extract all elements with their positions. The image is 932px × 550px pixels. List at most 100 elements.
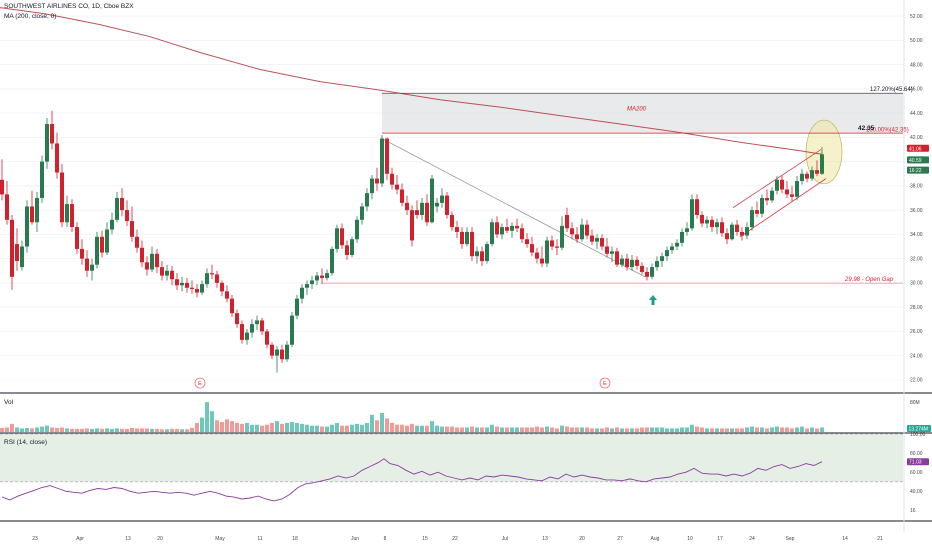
volume-legend[interactable]: Vol bbox=[4, 399, 13, 406]
volume-tick-label: 80M bbox=[910, 400, 920, 406]
volume-bar bbox=[150, 428, 154, 432]
candle-body bbox=[580, 224, 584, 240]
earnings-marker-2[interactable]: E bbox=[599, 377, 611, 389]
candle-body bbox=[95, 236, 99, 265]
volume-bar bbox=[615, 427, 619, 432]
candle-body bbox=[270, 344, 274, 356]
candle-body bbox=[335, 228, 339, 249]
volume-bar bbox=[740, 428, 744, 432]
ma-legend[interactable]: MA (200, close, 0) bbox=[4, 13, 56, 20]
volume-bar bbox=[55, 427, 59, 432]
candle-body bbox=[310, 280, 314, 285]
volume-bar bbox=[65, 428, 69, 432]
volume-bar bbox=[160, 429, 164, 432]
fib-value-label: 42.35 bbox=[858, 125, 875, 132]
candle-body bbox=[215, 274, 219, 283]
ma200-path bbox=[0, 7, 823, 155]
candle-body bbox=[465, 231, 469, 245]
volume-bar bbox=[680, 427, 684, 432]
price-tick-label: 42.00 bbox=[910, 135, 923, 141]
candle-body bbox=[210, 273, 214, 275]
volume-bar bbox=[375, 420, 379, 432]
volume-bar bbox=[675, 428, 679, 432]
volume-bar bbox=[560, 425, 564, 432]
symbol-legend[interactable]: SOUTHWEST AIRLINES CO, 1D, Cboe BZX bbox=[4, 3, 134, 10]
price-tick-label: 48.00 bbox=[910, 62, 923, 68]
rsi-legend[interactable]: RSI (14, close) bbox=[4, 439, 47, 446]
candle-body bbox=[70, 204, 74, 228]
candle-body bbox=[665, 250, 669, 257]
time-axis[interactable]: 23 Apr 13 20 May 11 18 Jun 8 15 22 Jul 13 20 27 Aug 10 17… bbox=[32, 536, 883, 542]
candle-body bbox=[20, 246, 24, 268]
price-axis[interactable]: 52.00 50.00 48.00 46.00 44.00 42.00 40.00 38.00… bbox=[910, 14, 926, 514]
candle-body bbox=[160, 267, 164, 276]
volume-bar bbox=[495, 426, 499, 432]
volume-bar bbox=[795, 427, 799, 432]
volume-bar bbox=[670, 428, 674, 432]
candle-body bbox=[265, 331, 269, 345]
volume-bar bbox=[20, 428, 24, 432]
candle-body bbox=[820, 154, 824, 174]
candle-body bbox=[565, 214, 569, 229]
candle-body bbox=[500, 227, 504, 235]
candle-body bbox=[515, 225, 519, 229]
volume-bar bbox=[610, 428, 614, 432]
price-tick-label: 50.00 bbox=[910, 38, 923, 44]
volume-bar bbox=[120, 428, 124, 432]
candle-body bbox=[115, 198, 119, 220]
volume-bar bbox=[735, 428, 739, 432]
volume-bar bbox=[270, 422, 274, 432]
candle-body bbox=[755, 210, 759, 214]
candle-body bbox=[800, 173, 804, 182]
open-gap-label: 29.98 - Open Gap bbox=[844, 277, 894, 283]
candle-body bbox=[705, 219, 709, 224]
close-price-tag bbox=[907, 156, 929, 164]
candle-body bbox=[710, 219, 714, 228]
candle-body bbox=[715, 222, 719, 228]
time-tick-label: Sep bbox=[786, 536, 795, 542]
rsi-tick-label: 60.00 bbox=[910, 470, 923, 476]
candle-body bbox=[795, 181, 799, 197]
candle-body bbox=[5, 194, 9, 220]
volume-bar bbox=[435, 425, 439, 432]
ma200-line bbox=[0, 7, 823, 155]
rsi-tick-label: 100.00 bbox=[910, 432, 926, 438]
volume-bar bbox=[365, 422, 369, 432]
volume-bar bbox=[90, 428, 94, 432]
candle-body bbox=[295, 298, 299, 316]
candle-body bbox=[360, 206, 364, 220]
earnings-marker-1[interactable]: E bbox=[194, 377, 206, 389]
volume-bar bbox=[425, 425, 429, 432]
candle-body bbox=[810, 170, 814, 179]
candle-body bbox=[420, 202, 424, 215]
volume-bar bbox=[585, 427, 589, 432]
time-tick-label: Jul bbox=[502, 536, 508, 542]
volume-bar bbox=[40, 426, 44, 432]
volume-bar bbox=[15, 427, 19, 432]
candle-body bbox=[745, 227, 749, 236]
volume-series bbox=[0, 402, 824, 432]
volume-bar bbox=[525, 427, 529, 432]
candle-body bbox=[400, 189, 404, 203]
candle-body bbox=[780, 179, 784, 190]
candle-body bbox=[250, 324, 254, 333]
volume-bar bbox=[705, 428, 709, 432]
volume-bar bbox=[440, 426, 444, 432]
earnings-marker-1-label: E bbox=[198, 381, 202, 387]
candle-body bbox=[130, 221, 134, 237]
volume-bar bbox=[570, 427, 574, 432]
volume-bar bbox=[815, 428, 819, 432]
price-tags: 41.06 40.59 16:22 13.274M 71.03 bbox=[907, 144, 931, 466]
candle-body bbox=[650, 267, 654, 277]
rsi-value-tag bbox=[907, 458, 929, 466]
volume-bar bbox=[265, 424, 269, 432]
rsi-tick-label: 40.00 bbox=[910, 489, 923, 495]
volume-bar bbox=[250, 424, 254, 432]
candle-body bbox=[300, 287, 304, 299]
up-arrow-icon bbox=[649, 295, 657, 305]
volume-bar bbox=[205, 402, 209, 432]
volume-bar bbox=[175, 428, 179, 432]
volume-bar bbox=[125, 428, 129, 432]
volume-bar bbox=[135, 428, 139, 432]
